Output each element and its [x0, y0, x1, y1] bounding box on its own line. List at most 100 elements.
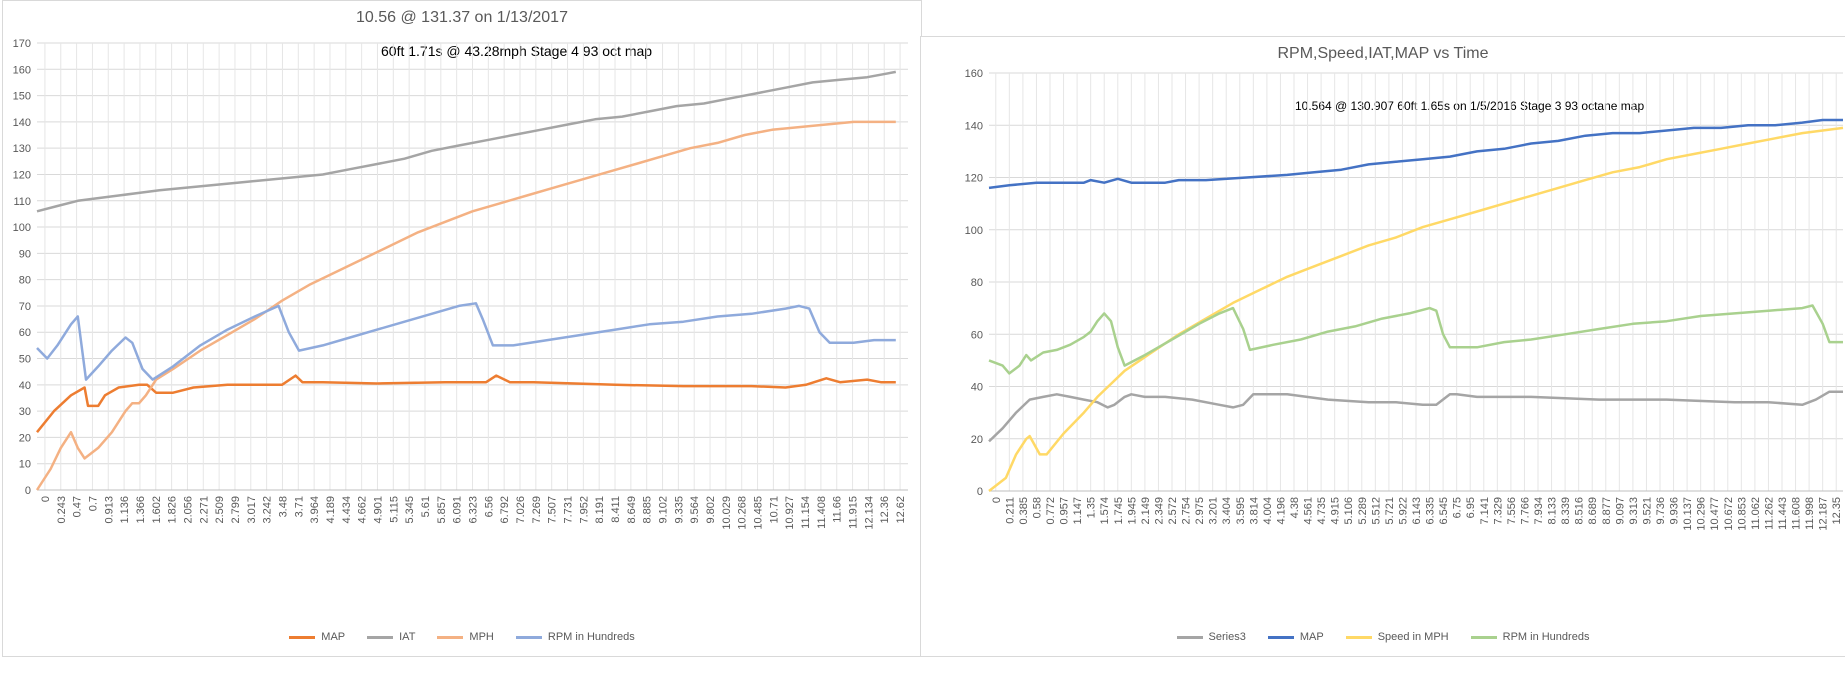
- x-tick-label: 4.189: [325, 496, 337, 524]
- x-tick-label: 0.47: [72, 496, 84, 517]
- x-tick-label: 5.289: [1357, 497, 1369, 525]
- y-tick-label: 70: [19, 301, 31, 313]
- x-tick-label: 12.187: [1818, 497, 1830, 531]
- x-tick-label: 6.792: [499, 496, 511, 524]
- x-tick-label: 8.191: [594, 496, 606, 524]
- x-tick-label: 6.95: [1465, 497, 1477, 518]
- legend-item: MAP: [1267, 631, 1324, 643]
- x-tick-label: 2.349: [1153, 497, 1165, 525]
- y-tick-label: 10: [19, 459, 31, 471]
- x-tick-label: 5.922: [1397, 497, 1409, 525]
- x-tick-label: 8.516: [1574, 497, 1586, 525]
- x-tick-label: 4.004: [1262, 497, 1274, 525]
- y-tick-label: 40: [19, 380, 31, 392]
- x-tick-label: 7.934: [1533, 497, 1545, 525]
- x-tick-label: 11.062: [1750, 497, 1762, 530]
- x-tick-label: 8.339: [1560, 497, 1572, 525]
- legend-item: IAT: [367, 631, 415, 643]
- x-tick-label: 10.029: [721, 496, 733, 530]
- gridlines: [989, 72, 1843, 492]
- x-tick-label: 8.133: [1547, 497, 1559, 525]
- legend-item: RPM in Hundreds: [1470, 631, 1590, 643]
- legend-item: MPH: [437, 631, 494, 643]
- x-tick-label: 10.485: [753, 496, 765, 530]
- y-tick-label: 130: [13, 143, 31, 155]
- legend-swatch: [1176, 635, 1203, 639]
- y-tick-label: 120: [965, 173, 983, 185]
- x-tick-label: 12.36: [879, 496, 891, 524]
- legend-swatch: [1345, 635, 1372, 639]
- chart-title: 10.56 @ 131.37 on 1/13/2017: [356, 9, 568, 26]
- y-tick-label: 110: [13, 196, 31, 208]
- x-tick-label: 9.102: [658, 496, 670, 524]
- legend-label: MPH: [469, 631, 494, 643]
- x-tick-label: 0.243: [56, 496, 68, 524]
- x-tick-label: 1.574: [1099, 497, 1111, 525]
- x-tick-label: 10.268: [737, 496, 749, 530]
- x-tick-label: 6.091: [452, 496, 464, 524]
- x-tick-label: 11.66: [832, 496, 844, 523]
- x-tick-label: 7.731: [563, 496, 575, 524]
- x-tick-label: 0: [991, 497, 1003, 503]
- x-tick-label: 3.595: [1235, 497, 1247, 525]
- x-tick-label: 9.097: [1614, 497, 1626, 525]
- chart-panel-left: 10.56 @ 131.37 on 1/13/2017 60ft 1.71s @…: [2, 0, 922, 657]
- x-tick-label: 4.662: [357, 496, 369, 524]
- x-tick-label: 12.35: [1831, 497, 1843, 525]
- y-tick-label: 50: [19, 354, 31, 366]
- legend-swatch: [1267, 635, 1294, 639]
- x-tick-label: 2.754: [1181, 497, 1193, 525]
- x-tick-label: 1.136: [119, 496, 131, 524]
- x-tick-label: 1.826: [167, 496, 179, 524]
- x-tick-label: 1.745: [1113, 497, 1125, 525]
- legend-swatch: [289, 635, 316, 639]
- series-line-iat: [36, 70, 897, 213]
- x-tick-label: 2.271: [198, 496, 210, 524]
- legend-item: RPM in Hundreds: [515, 631, 635, 643]
- legend-label: RPM in Hundreds: [1502, 631, 1590, 643]
- chart-legend: Series3 MAP Speed in MPH RPM in Hundreds: [921, 631, 1845, 643]
- x-tick-label: 10.137: [1682, 497, 1694, 531]
- x-tick-label: 9.335: [673, 496, 685, 524]
- x-tick-label: 7.141: [1479, 497, 1491, 525]
- axes: 0 10 20 30 40 50 60 70 80 90 100 110 120 130 140 150 160…: [13, 38, 908, 530]
- y-tick-label: 140: [965, 120, 983, 132]
- x-tick-label: 5.106: [1343, 497, 1355, 525]
- x-tick-label: 2.056: [182, 496, 194, 524]
- legend-label: IAT: [399, 631, 416, 643]
- x-tick-label: 6.143: [1411, 497, 1423, 525]
- x-tick-label: 3.404: [1221, 497, 1233, 525]
- x-tick-label: 9.802: [705, 496, 717, 524]
- x-tick-label: 10.296: [1696, 497, 1708, 531]
- chart-subtitle: 10.564 @ 130.907 60ft 1.65s on 1/5/2016 …: [1295, 99, 1645, 113]
- legend-label: RPM in Hundreds: [547, 631, 635, 643]
- series-line-series3: [988, 390, 1843, 443]
- x-tick-label: 5.345: [404, 496, 416, 524]
- x-tick-label: 11.608: [1791, 497, 1803, 530]
- x-tick-label: 6.545: [1438, 497, 1450, 525]
- legend-item: Series3: [1176, 631, 1246, 643]
- x-tick-label: 11.262: [1763, 497, 1775, 530]
- x-tick-label: 12.134: [863, 496, 875, 530]
- x-tick-label: 10.853: [1736, 497, 1748, 531]
- x-tick-label: 6.56: [483, 496, 495, 517]
- x-tick-label: 10.672: [1723, 497, 1735, 531]
- x-tick-label: 10.927: [784, 496, 796, 530]
- x-tick-label: 1.35: [1086, 497, 1098, 518]
- legend-swatch: [437, 635, 464, 639]
- x-tick-label: 1.945: [1126, 497, 1138, 525]
- x-tick-label: 5.61: [420, 496, 432, 517]
- x-tick-label: 6.75: [1452, 497, 1464, 518]
- x-tick-label: 4.735: [1316, 497, 1328, 525]
- x-tick-label: 0.58: [1031, 497, 1043, 518]
- x-tick-label: 4.901: [372, 496, 384, 524]
- x-tick-label: 0.772: [1045, 497, 1057, 525]
- x-tick-label: 8.689: [1587, 497, 1599, 525]
- series-line-mph: [35, 120, 896, 491]
- x-tick-label: 7.556: [1506, 497, 1518, 525]
- y-tick-label: 140: [13, 117, 31, 129]
- series-line-rpm-in-hundreds: [988, 304, 1843, 375]
- x-tick-label: 5.721: [1384, 497, 1396, 525]
- series-line-rpm-in-hundreds: [36, 302, 896, 381]
